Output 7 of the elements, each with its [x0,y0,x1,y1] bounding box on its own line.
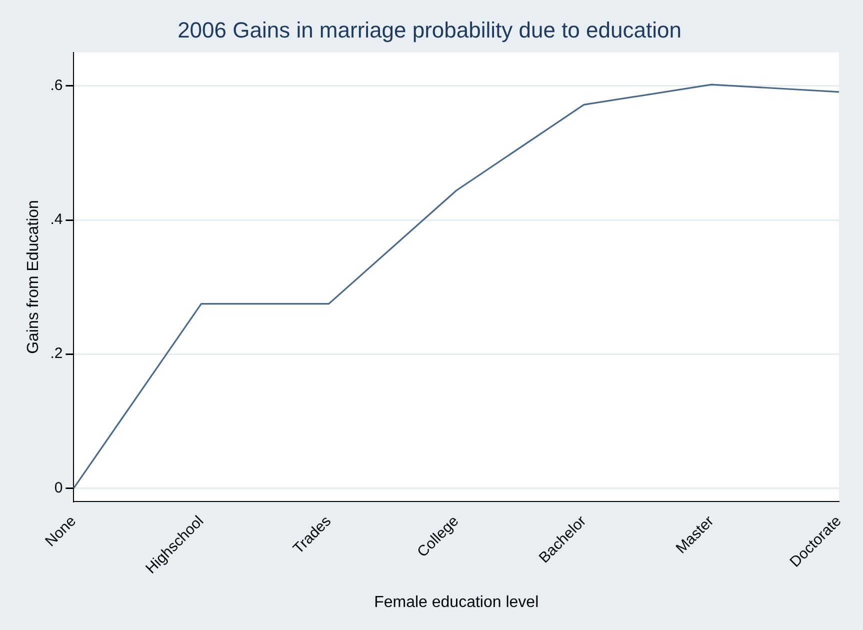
y-tick-label: .6 [50,77,63,94]
chart-title: 2006 Gains in marriage probability due to education [178,17,682,42]
y-tick-label: .2 [50,345,63,362]
x-axis-title: Female education level [374,594,539,611]
y-tick-label: .4 [50,211,63,228]
y-axis-title: Gains from Education [25,200,42,354]
y-tick-label: 0 [54,479,63,496]
